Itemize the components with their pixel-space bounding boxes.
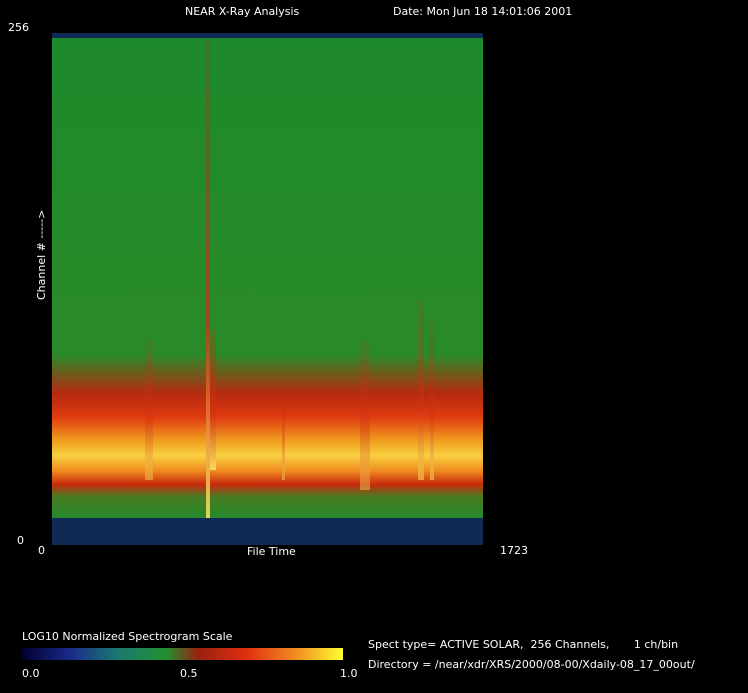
y-tick-label: 0 — [17, 534, 24, 547]
spectrogram — [52, 33, 483, 545]
colorbar-tick: 1.0 — [340, 667, 358, 680]
y-tick-label: 256 — [8, 21, 29, 34]
spect-type: Spect type= ACTIVE SOLAR, 256 Channels, … — [368, 638, 678, 651]
colorbar-tick: 0.5 — [180, 667, 198, 680]
colorbar — [22, 648, 343, 660]
y-axis-label: Channel # -----> — [35, 210, 48, 300]
title: NEAR X-Ray Analysis — [185, 5, 300, 18]
directory: Directory = /near/xdr/XRS/2000/08-00/Xda… — [368, 658, 695, 671]
colorbar-tick: 0.0 — [22, 667, 40, 680]
x-tick-label: 1723 — [500, 544, 528, 557]
x-axis-label: File Time — [247, 545, 296, 558]
colorbar-title: LOG10 Normalized Spectrogram Scale — [22, 630, 233, 643]
date: Date: Mon Jun 18 14:01:06 2001 — [393, 5, 572, 18]
x-tick-label: 0 — [38, 544, 45, 557]
